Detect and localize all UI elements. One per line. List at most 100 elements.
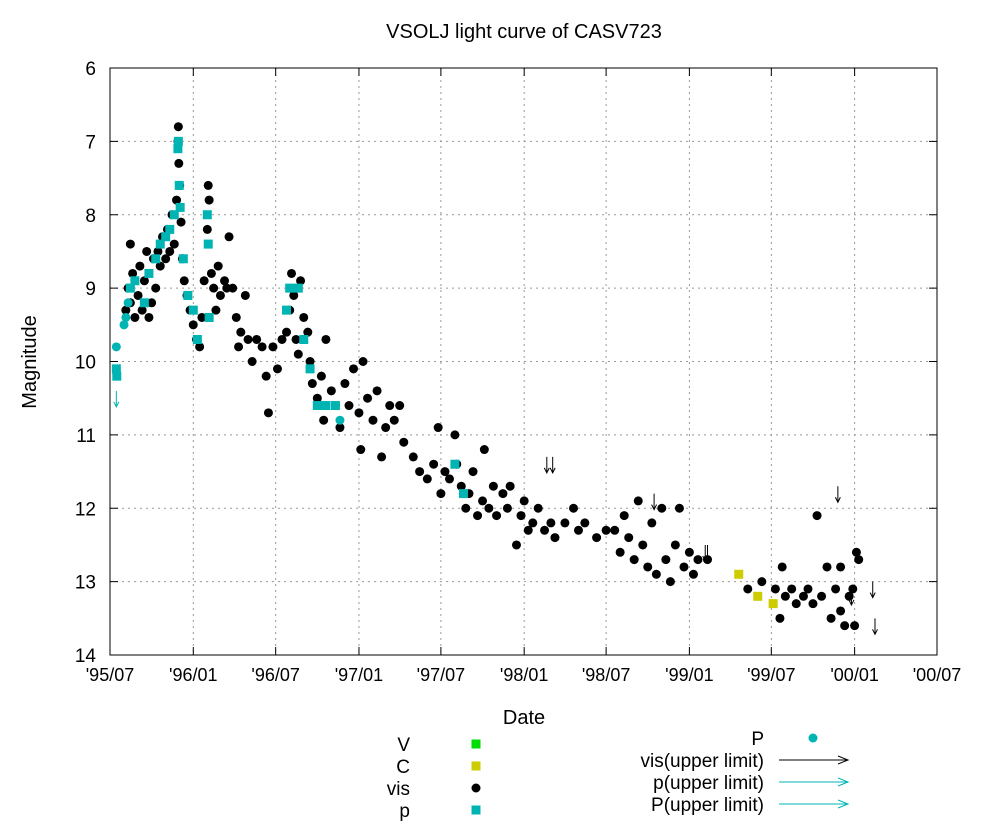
upper-limit-arrow: [113, 390, 120, 408]
legend-label: vis: [387, 779, 410, 800]
data-point-vis: [560, 518, 570, 528]
data-point-vis: [502, 503, 512, 513]
data-point-vis: [840, 621, 850, 631]
data-point-p: [178, 254, 188, 264]
data-point-vis: [478, 496, 488, 506]
data-point-p: [121, 312, 131, 322]
data-point-vis: [356, 445, 366, 455]
data-point-vis: [619, 511, 629, 521]
data-point-vis: [473, 511, 483, 521]
data-point-vis: [261, 371, 271, 381]
data-point-vis: [293, 349, 303, 359]
upper-limit-arrow: [651, 493, 658, 511]
data-point-vis: [257, 342, 267, 352]
data-point-vis: [822, 562, 832, 572]
data-point-vis: [133, 290, 143, 300]
data-point-vis: [812, 511, 822, 521]
data-point-vis: [516, 511, 526, 521]
data-point-p: [174, 180, 184, 190]
upper-limit-arrow: [848, 588, 855, 607]
data-point-p: [112, 371, 122, 381]
y-tick-label: 10: [75, 353, 96, 374]
data-point-vis: [173, 122, 183, 132]
data-point-vis: [633, 496, 643, 506]
data-point-vis: [296, 276, 306, 286]
data-point-vis: [252, 334, 262, 344]
data-point-vis: [601, 525, 611, 535]
data-point-vis: [316, 371, 326, 381]
data-point-vis: [312, 393, 322, 403]
data-point-vis: [528, 518, 538, 528]
data-point-vis: [176, 217, 186, 227]
data-point-vis: [657, 503, 667, 513]
data-point-vis: [399, 437, 409, 447]
data-point-vis: [479, 445, 489, 455]
data-point-vis: [468, 467, 478, 477]
data-point-vis: [787, 584, 797, 594]
data-point-vis: [358, 357, 368, 366]
data-point-vis: [665, 577, 675, 587]
data-point-p: [111, 364, 121, 374]
data-point-vis: [247, 357, 257, 366]
data-point-vis: [484, 503, 494, 513]
y-tick-label: 7: [85, 132, 96, 153]
upper-limit-arrow: [543, 456, 550, 475]
y-tick-label: 13: [75, 573, 96, 594]
data-point-p: [285, 283, 295, 293]
data-point-p: [305, 364, 315, 374]
data-point-vis: [130, 312, 140, 322]
data-point-vis: [161, 254, 171, 264]
data-point-vis: [592, 533, 602, 543]
data-point-vis: [268, 342, 278, 352]
data-point-vis: [679, 562, 689, 572]
data-point-p: [192, 334, 202, 344]
data-point-vis: [303, 327, 313, 337]
upper-limit-arrow: [549, 456, 556, 475]
data-point-vis: [211, 305, 221, 315]
data-point-vis: [505, 481, 515, 491]
data-point-vis: [319, 415, 329, 425]
data-point-p: [293, 283, 303, 293]
y-tick-label: 14: [75, 646, 97, 667]
data-point-vis: [492, 511, 502, 521]
data-point-vis: [224, 232, 234, 242]
data-point-vis: [693, 555, 703, 565]
data-point-c: [734, 569, 744, 579]
x-tick-label: '99/07: [747, 665, 795, 685]
data-point-vis: [780, 591, 790, 601]
data-point-vis: [240, 290, 250, 300]
data-point-vis: [408, 452, 418, 462]
data-point-p: [119, 320, 129, 330]
data-point-p: [173, 136, 183, 146]
data-point-vis: [643, 562, 653, 572]
data-point-c: [753, 591, 763, 601]
y-tick-label: 6: [85, 59, 96, 80]
data-point-vis: [395, 401, 405, 411]
data-point-vis: [808, 599, 818, 609]
data-point-p: [123, 298, 133, 308]
data-point-vis: [372, 386, 382, 396]
data-point-vis: [231, 312, 241, 322]
data-point-vis: [169, 239, 179, 249]
data-point-vis: [624, 533, 634, 543]
upper-limit-arrow: [869, 581, 876, 599]
y-tick-label: 9: [85, 279, 96, 300]
data-point-vis: [817, 591, 827, 601]
chart-title: VSOLJ light curve of CASV723: [386, 21, 662, 43]
data-point-vis: [450, 430, 460, 440]
legend-marker: [808, 733, 818, 743]
data-point-vis: [307, 379, 317, 389]
x-tick-label: '96/07: [251, 665, 299, 685]
data-point-p: [151, 254, 161, 264]
y-tick-label: 11: [76, 426, 96, 447]
legend-marker: [471, 761, 481, 771]
data-point-p: [169, 210, 179, 220]
data-point-vis: [688, 569, 698, 579]
data-point-vis: [854, 555, 864, 565]
data-point-p: [330, 401, 340, 411]
data-point-vis: [197, 312, 207, 322]
data-point-vis: [277, 334, 287, 344]
data-point-vis: [153, 246, 163, 256]
data-point-vis: [546, 518, 556, 528]
